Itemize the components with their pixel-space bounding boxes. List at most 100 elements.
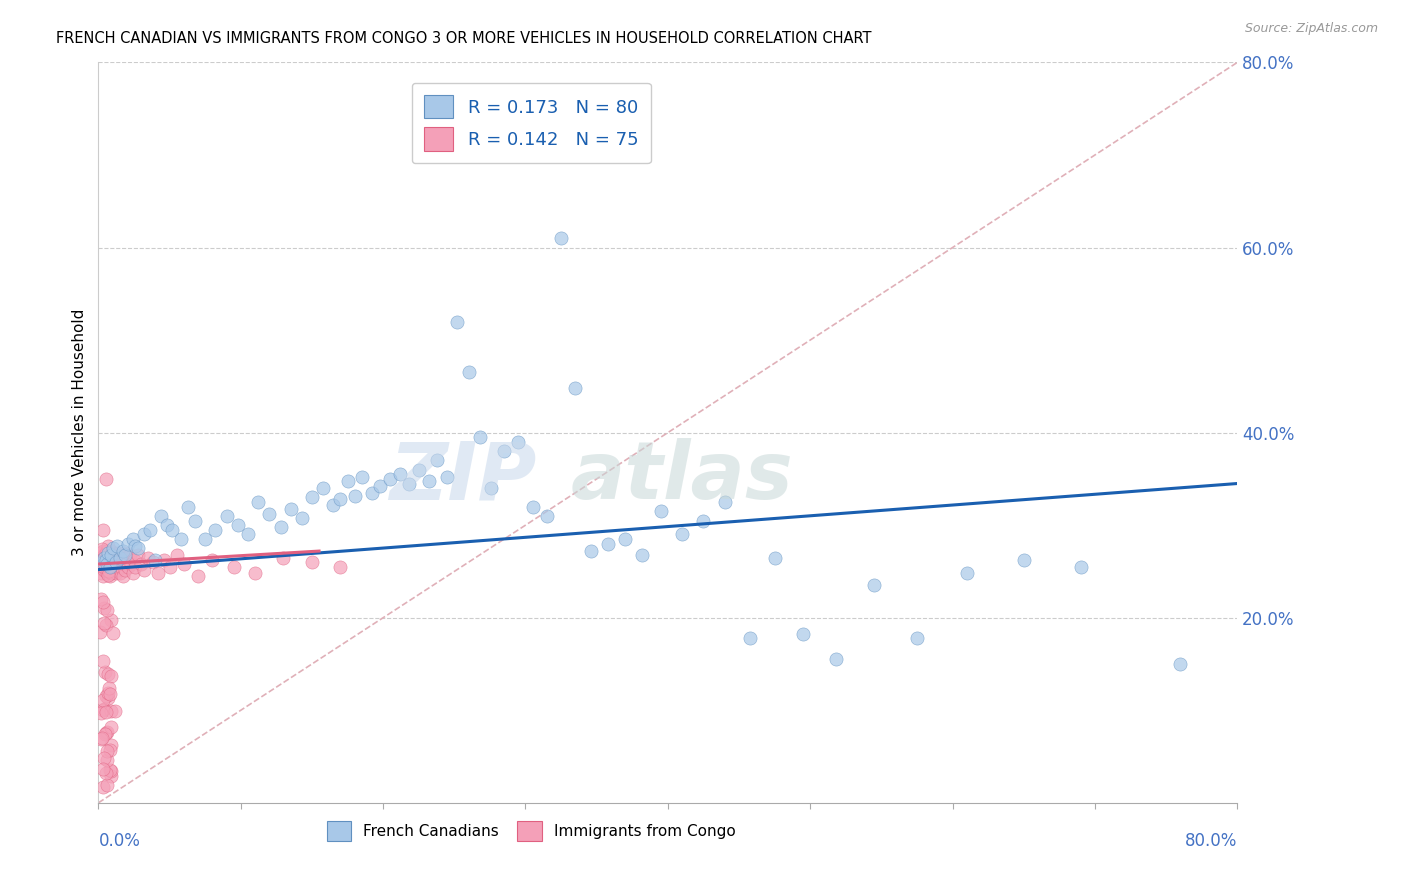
- Point: [101, 541, 124, 556]
- Point: [329, 559, 352, 574]
- Point: [93, 563, 115, 577]
- Point: [536, 508, 558, 523]
- Point: [101, 550, 124, 565]
- Legend: French Canadians, Immigrants from Congo: French Canadians, Immigrants from Congo: [319, 814, 744, 848]
- Point: [93, 550, 115, 565]
- Point: [94, 553, 117, 567]
- Point: [96, 603, 118, 617]
- Point: [96, 726, 118, 740]
- Point: [350, 470, 373, 484]
- Point: [100, 704, 122, 718]
- Point: [121, 566, 143, 581]
- Point: [170, 532, 193, 546]
- Point: [291, 510, 314, 524]
- Point: [97, 685, 120, 699]
- Point: [104, 555, 127, 569]
- Point: [91, 541, 114, 556]
- Point: [89, 624, 111, 639]
- Point: [94, 546, 117, 560]
- Point: [108, 553, 131, 567]
- Point: [114, 563, 136, 577]
- Point: [360, 485, 382, 500]
- Point: [97, 539, 120, 553]
- Point: [184, 514, 207, 528]
- Point: [96, 744, 118, 758]
- Point: [145, 553, 167, 567]
- Point: [93, 550, 115, 565]
- Point: [100, 720, 122, 734]
- Point: [418, 474, 440, 488]
- Point: [236, 527, 259, 541]
- Point: [194, 532, 217, 546]
- Point: [132, 527, 155, 541]
- Point: [124, 539, 146, 553]
- Point: [103, 546, 125, 560]
- Point: [650, 504, 672, 518]
- Point: [98, 548, 121, 562]
- Point: [101, 557, 124, 571]
- Point: [863, 578, 886, 592]
- Point: [107, 546, 129, 560]
- Point: [398, 476, 420, 491]
- Text: FRENCH CANADIAN VS IMMIGRANTS FROM CONGO 3 OR MORE VEHICLES IN HOUSEHOLD CORRELA: FRENCH CANADIAN VS IMMIGRANTS FROM CONGO…: [56, 31, 872, 46]
- Point: [91, 692, 114, 706]
- Point: [564, 381, 586, 395]
- Point: [494, 444, 516, 458]
- Point: [162, 523, 184, 537]
- Point: [408, 462, 430, 476]
- Point: [100, 544, 122, 558]
- Point: [136, 550, 159, 565]
- Point: [97, 551, 120, 566]
- Point: [110, 559, 132, 574]
- Point: [740, 631, 762, 645]
- Point: [120, 557, 142, 571]
- Point: [93, 702, 115, 716]
- Point: [117, 536, 139, 550]
- Point: [101, 626, 124, 640]
- Point: [763, 550, 786, 565]
- Point: [322, 498, 344, 512]
- Point: [114, 550, 136, 565]
- Point: [336, 474, 359, 488]
- Text: ZIP: ZIP: [389, 438, 537, 516]
- Point: [94, 553, 117, 567]
- Point: [368, 479, 391, 493]
- Point: [91, 557, 114, 571]
- Point: [479, 481, 502, 495]
- Point: [94, 765, 117, 780]
- Point: [138, 523, 160, 537]
- Point: [93, 601, 115, 615]
- Point: [89, 546, 111, 560]
- Point: [824, 652, 846, 666]
- Point: [96, 753, 118, 767]
- Point: [446, 314, 468, 328]
- Point: [98, 559, 121, 574]
- Point: [312, 481, 335, 495]
- Point: [94, 689, 117, 703]
- Point: [100, 548, 122, 562]
- Point: [222, 559, 245, 574]
- Point: [90, 706, 112, 720]
- Point: [96, 724, 118, 739]
- Point: [90, 592, 112, 607]
- Point: [468, 430, 491, 444]
- Point: [112, 557, 135, 571]
- Point: [380, 472, 402, 486]
- Point: [98, 559, 121, 574]
- Point: [150, 508, 173, 523]
- Point: [100, 566, 122, 581]
- Point: [550, 231, 572, 245]
- Point: [91, 555, 114, 569]
- Text: Source: ZipAtlas.com: Source: ZipAtlas.com: [1244, 22, 1378, 36]
- Point: [301, 555, 323, 569]
- Point: [98, 547, 121, 561]
- Point: [122, 553, 145, 567]
- Point: [112, 546, 135, 560]
- Point: [93, 750, 115, 764]
- Point: [94, 706, 117, 720]
- Point: [98, 743, 121, 757]
- Text: atlas: atlas: [571, 438, 794, 516]
- Point: [117, 559, 139, 574]
- Point: [91, 523, 114, 537]
- Point: [457, 366, 479, 380]
